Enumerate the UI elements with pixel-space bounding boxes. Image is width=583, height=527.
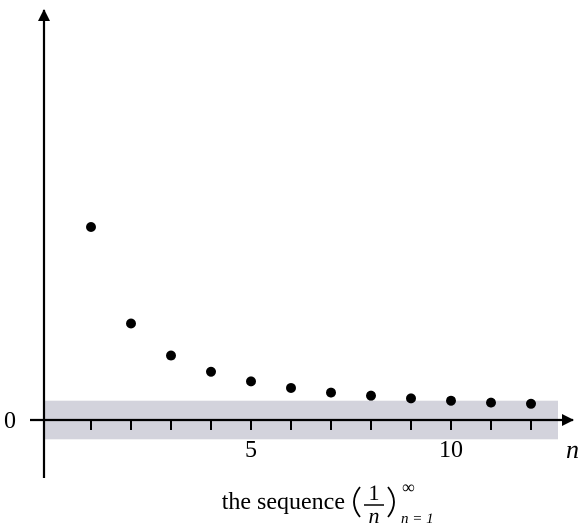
caption-left-paren bbox=[353, 486, 361, 518]
data-point bbox=[126, 318, 136, 329]
data-point bbox=[206, 366, 216, 377]
caption: the sequence 1 n ∞ n = 1 bbox=[222, 477, 434, 527]
caption-superscript: ∞ bbox=[402, 477, 415, 497]
data-point bbox=[286, 382, 296, 393]
caption-denominator: n bbox=[369, 503, 380, 527]
x-tick-label: 5 bbox=[245, 437, 257, 463]
data-point bbox=[166, 350, 176, 361]
data-point bbox=[406, 393, 416, 404]
x-ticks bbox=[90, 420, 532, 430]
x-axis-label: n bbox=[566, 435, 579, 464]
data-point bbox=[326, 387, 336, 398]
data-point bbox=[486, 397, 496, 408]
caption-right-paren bbox=[387, 486, 395, 518]
caption-numerator: 1 bbox=[369, 480, 380, 505]
tick-labels: 5 10 0 bbox=[4, 408, 463, 463]
data-point bbox=[246, 376, 256, 387]
caption-prefix: the sequence bbox=[222, 489, 345, 515]
data-point bbox=[86, 222, 96, 232]
data-point bbox=[366, 390, 376, 401]
data-point bbox=[446, 395, 456, 406]
x-tick-label: 10 bbox=[439, 437, 463, 463]
y-tick-label: 0 bbox=[4, 408, 16, 434]
data-point bbox=[526, 398, 536, 409]
caption-subscript: n = 1 bbox=[401, 511, 434, 527]
data-points bbox=[86, 222, 536, 409]
